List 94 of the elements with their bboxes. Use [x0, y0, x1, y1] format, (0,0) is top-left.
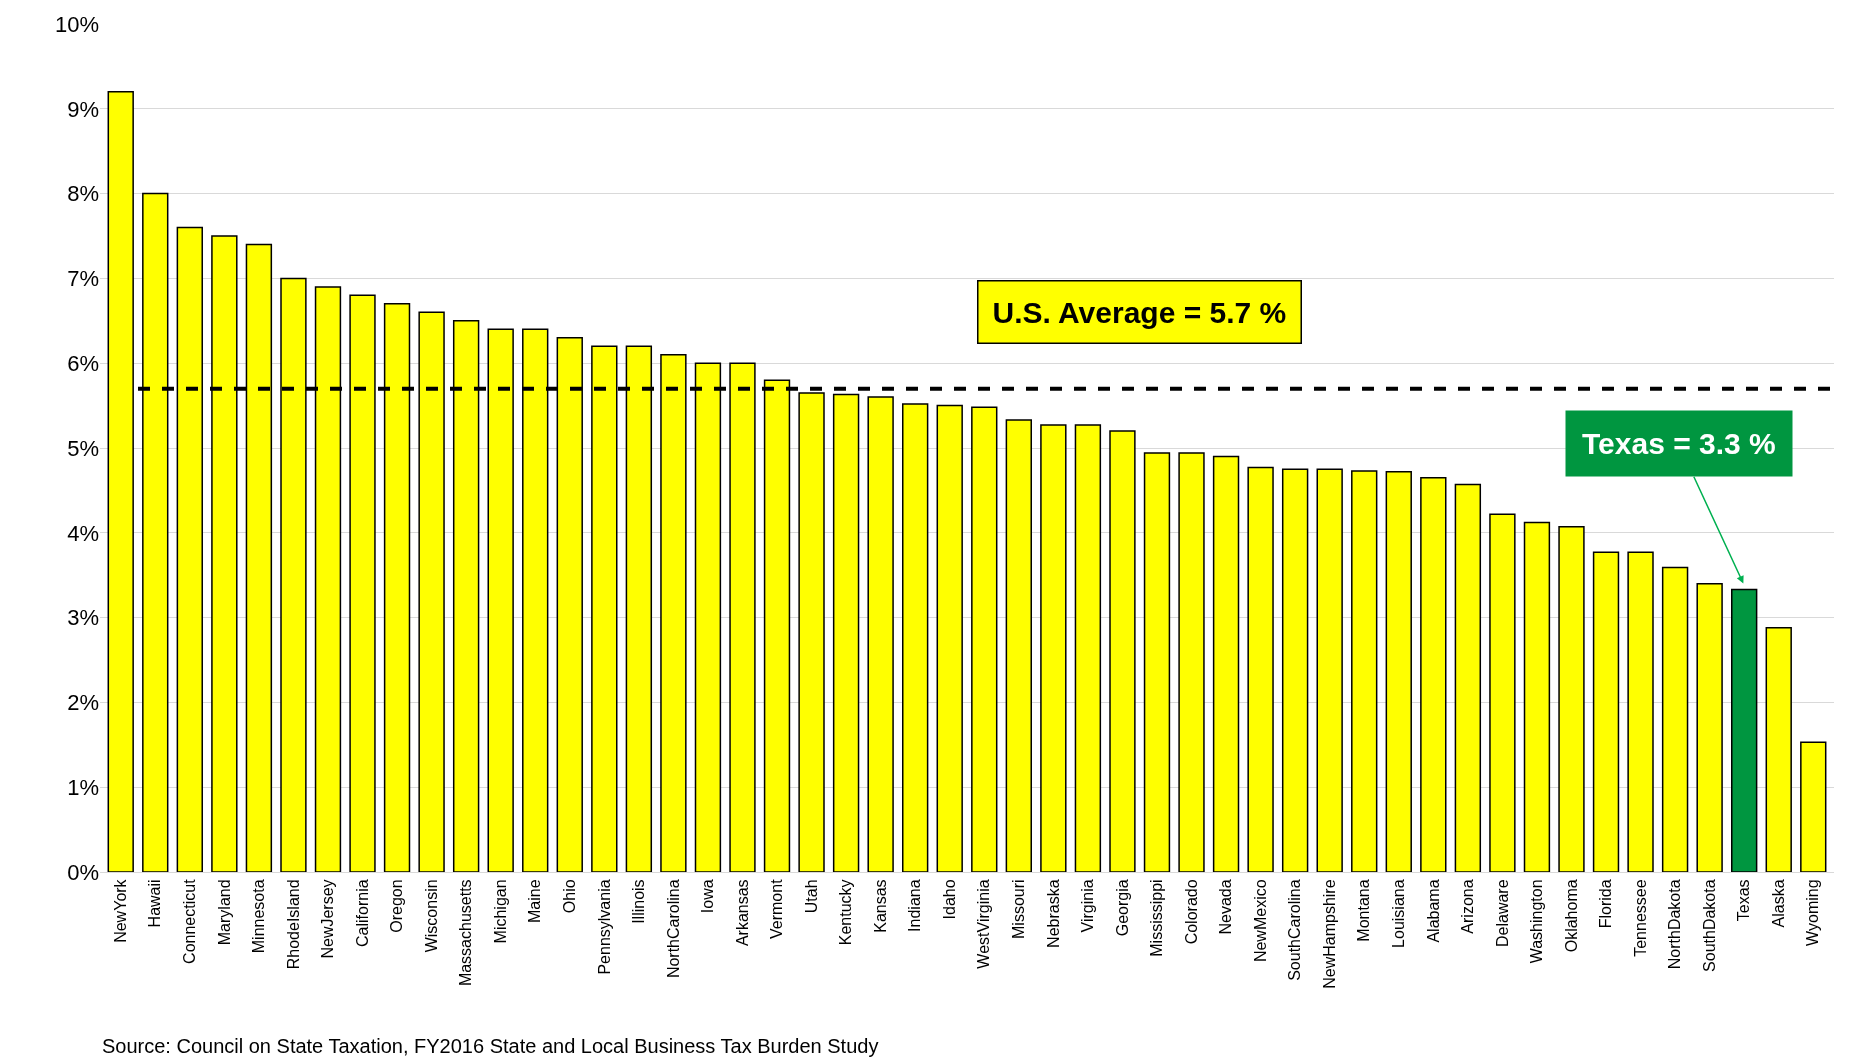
bar	[1696, 582, 1723, 872]
x-tick-label: Illinois	[630, 879, 648, 924]
x-tick-label: Maine	[526, 879, 544, 923]
x-tick-label: SouthCarolina	[1286, 879, 1304, 981]
x-tick-label: Kentucky	[837, 879, 855, 946]
bar	[1316, 468, 1343, 872]
y-tick-label: 3%	[67, 605, 99, 631]
bar	[1247, 466, 1274, 872]
x-tick-label: Montana	[1355, 879, 1373, 942]
x-tick-label: Alaska	[1769, 879, 1787, 928]
x-tick-label: Nevada	[1217, 879, 1235, 935]
y-tick-label: 10%	[54, 11, 99, 37]
bar	[1627, 551, 1654, 872]
x-tick-label: Missouri	[1010, 879, 1028, 939]
bar	[107, 91, 134, 872]
source-note: Source: Council on State Taxation, FY2016 State and Local Business Tax Burden Study	[102, 1035, 879, 1057]
x-tick-label: Washington	[1528, 879, 1546, 964]
bar	[1074, 424, 1102, 872]
bar	[1212, 455, 1240, 872]
x-tick-label: NorthDakota	[1666, 879, 1684, 970]
annotation: Texas = 3.3 %	[1582, 427, 1776, 460]
bar	[1178, 452, 1205, 872]
x-tick-label: Texas	[1735, 879, 1753, 922]
y-tick-label: 7%	[67, 266, 99, 292]
bar	[1489, 513, 1516, 872]
x-tick-label: Arkansas	[733, 879, 751, 947]
bar	[1109, 430, 1136, 872]
x-tick-label: Louisiana	[1389, 879, 1407, 948]
x-tick-label: California	[353, 879, 371, 947]
x-tick-label: Wyoming	[1804, 879, 1822, 946]
x-tick-label: Nebraska	[1044, 879, 1062, 948]
x-tick-label: Arizona	[1459, 879, 1477, 934]
bar	[902, 403, 929, 872]
x-tick-label: Minnesota	[250, 879, 268, 954]
x-tick-label: Kansas	[871, 879, 889, 933]
x-tick-label: Alabama	[1424, 879, 1442, 943]
x-tick-label: Ohio	[560, 879, 578, 914]
bar	[1765, 627, 1792, 872]
bar	[1454, 483, 1482, 872]
x-tick-label: Oklahoma	[1562, 879, 1580, 953]
x-tick-label: NewYork	[111, 878, 129, 943]
y-tick-label: 2%	[67, 690, 99, 716]
x-tick-label: Maryland	[215, 879, 233, 946]
bar	[1385, 470, 1412, 872]
bar	[1351, 470, 1378, 872]
bar	[1800, 741, 1827, 872]
y-tick-label: 8%	[67, 181, 99, 207]
bar	[1592, 551, 1620, 872]
bar	[867, 396, 894, 872]
x-tick-label: Mississippi	[1148, 879, 1166, 957]
x-tick-label: Massachusetts	[457, 879, 475, 987]
y-tick-label: 1%	[67, 774, 99, 800]
x-tick-label: Pennsylvania	[595, 879, 613, 975]
x-tick-label: Idaho	[940, 879, 958, 920]
x-tick-label: Oregon	[388, 879, 406, 933]
bar	[971, 406, 998, 872]
x-tick-label: Utah	[802, 879, 820, 914]
bar	[1281, 468, 1309, 872]
x-tick-label: SouthDakota	[1700, 879, 1718, 972]
x-tick-label: NewJersey	[319, 879, 337, 959]
bar	[1731, 588, 1758, 872]
y-tick-label: 4%	[67, 520, 99, 546]
x-tick-label: RhodeIsland	[284, 879, 302, 970]
x-tick-label: Florida	[1597, 879, 1615, 929]
bar	[1143, 452, 1171, 872]
x-tick-label: Georgia	[1113, 879, 1131, 937]
x-tick-label: Connecticut	[181, 878, 199, 964]
y-tick-label: 5%	[67, 435, 99, 461]
bar	[936, 404, 963, 872]
y-tick-label: 0%	[67, 859, 99, 885]
x-tick-label: Michigan	[491, 879, 509, 944]
x-tick-label: Wisconsin	[422, 879, 440, 953]
x-tick-label: NewHampshire	[1320, 879, 1338, 989]
bar	[1661, 566, 1689, 872]
bar	[832, 393, 860, 872]
bar	[1005, 419, 1032, 872]
bar	[1523, 521, 1551, 872]
x-tick-label: Vermont	[768, 878, 786, 939]
y-tick-label: 9%	[67, 96, 99, 122]
x-tick-label: NorthCarolina	[664, 879, 682, 979]
x-tick-label: Iowa	[699, 879, 717, 914]
y-tick-label: 6%	[67, 350, 99, 376]
x-tick-label: Colorado	[1182, 879, 1200, 945]
bar	[1558, 526, 1585, 872]
x-tick-label: Delaware	[1493, 879, 1511, 947]
bar	[1420, 476, 1447, 872]
x-tick-label: Indiana	[906, 879, 924, 932]
x-tick-label: WestVirginia	[975, 879, 993, 969]
ref-line-label: U.S. Average = 5.7 %	[992, 295, 1287, 329]
x-tick-label: Tennessee	[1631, 879, 1649, 957]
x-tick-label: Hawaii	[146, 879, 164, 928]
x-tick-label: Virginia	[1079, 879, 1097, 933]
bar	[1040, 424, 1067, 872]
x-tick-label: NewMexico	[1251, 879, 1269, 963]
